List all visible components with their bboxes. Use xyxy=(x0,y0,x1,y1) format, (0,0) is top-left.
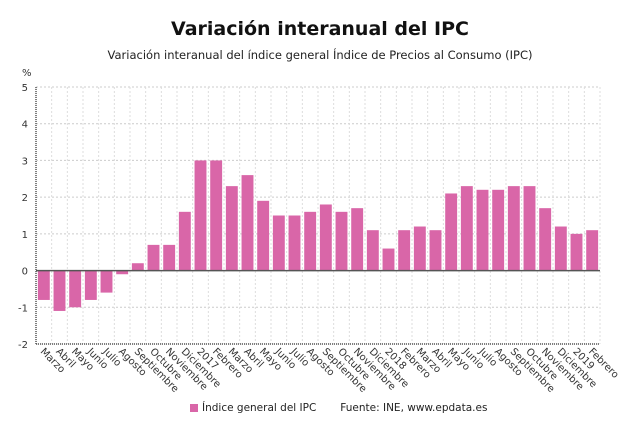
y-tick-label: 5 xyxy=(22,83,28,94)
bar xyxy=(429,230,442,271)
bar xyxy=(131,263,144,271)
bar xyxy=(382,248,395,271)
bar xyxy=(84,270,97,300)
bar xyxy=(116,270,129,275)
bar xyxy=(492,189,505,271)
bar xyxy=(69,270,82,308)
bar xyxy=(37,270,50,300)
bar xyxy=(445,193,458,271)
y-tick-label: 1 xyxy=(22,230,28,241)
bar xyxy=(366,230,379,271)
bar xyxy=(241,175,254,271)
source-note: Fuente: INE, www.epdata.es xyxy=(340,402,488,414)
bar xyxy=(570,233,583,271)
bar xyxy=(351,208,364,271)
legend-label: Índice general del IPC xyxy=(202,402,317,414)
chart-subtitle: Variación interanual del índice general … xyxy=(107,48,533,62)
bar xyxy=(304,211,317,271)
bar xyxy=(225,186,238,271)
y-tick-label: 3 xyxy=(22,156,28,167)
y-tick-label: -2 xyxy=(18,340,28,351)
bar xyxy=(507,186,520,271)
bar xyxy=(272,215,285,271)
bar xyxy=(476,189,489,271)
bar xyxy=(147,244,160,271)
bar xyxy=(554,226,567,271)
legend-swatch xyxy=(190,404,198,412)
chart-title: Variación interanual del IPC xyxy=(171,18,469,40)
y-tick-label: -1 xyxy=(18,303,28,314)
bar xyxy=(460,186,473,271)
bar xyxy=(163,244,176,271)
y-axis-unit: % xyxy=(22,68,32,79)
bar xyxy=(539,208,552,271)
y-tick-label: 4 xyxy=(22,120,28,131)
y-tick-label: 2 xyxy=(22,193,28,204)
bar xyxy=(100,270,113,293)
bar xyxy=(53,270,66,311)
bar xyxy=(319,204,332,271)
bar xyxy=(210,160,223,271)
bar xyxy=(178,211,191,271)
y-tick-label: 0 xyxy=(22,267,28,278)
bar xyxy=(288,215,301,271)
bar xyxy=(523,186,536,271)
bar xyxy=(335,211,348,271)
bar xyxy=(413,226,426,271)
bar xyxy=(257,200,270,271)
bar xyxy=(194,160,207,271)
bar xyxy=(586,230,599,271)
legend: Índice general del IPC Fuente: INE, www.… xyxy=(190,402,487,414)
bar xyxy=(398,230,411,271)
